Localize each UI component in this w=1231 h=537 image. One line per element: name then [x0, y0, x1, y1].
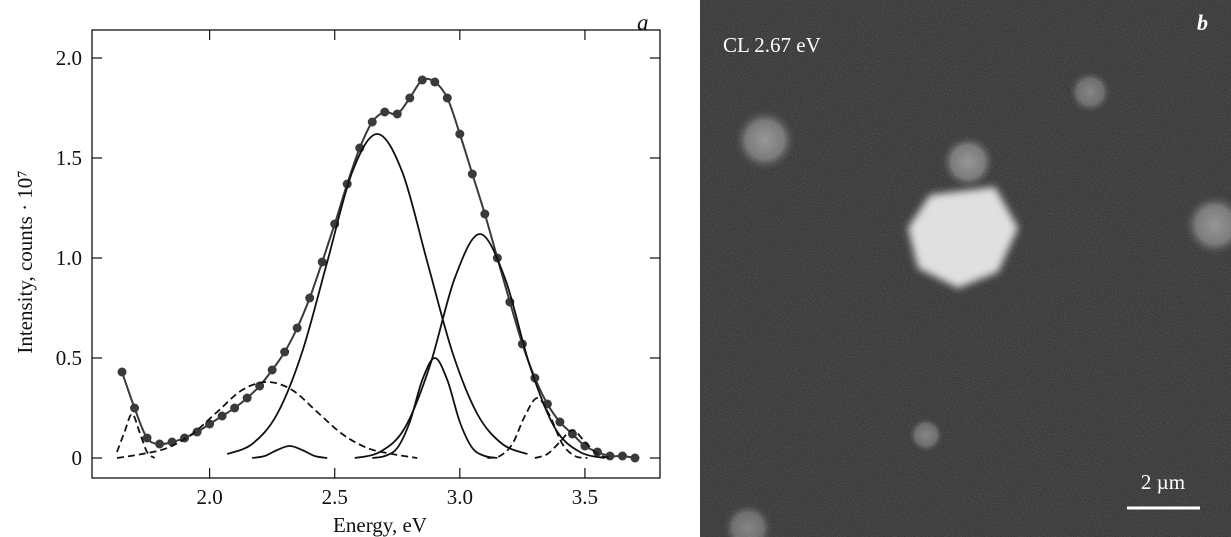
- data-point: [242, 393, 252, 403]
- data-point: [192, 427, 202, 437]
- series-line: [487, 397, 588, 459]
- series-line: [372, 357, 498, 459]
- series-line: [251, 445, 328, 459]
- data-point: [467, 169, 477, 179]
- data-point: [455, 129, 465, 139]
- data-point: [430, 77, 440, 87]
- data-point: [417, 75, 427, 85]
- series-line: [226, 133, 528, 455]
- cl-image: CL 2.67 eV b 2 µm: [700, 0, 1231, 537]
- data-point: [217, 411, 227, 421]
- data-point: [405, 93, 415, 103]
- data-point: [630, 453, 640, 463]
- y-tick-label: 2.0: [56, 46, 82, 70]
- data-point: [267, 365, 277, 375]
- data-point: [442, 93, 452, 103]
- x-tick-label: 2.0: [196, 485, 222, 509]
- series-line: [534, 429, 611, 459]
- data-point: [117, 367, 127, 377]
- y-tick-label: 0.5: [56, 346, 82, 370]
- panel-label: a: [637, 10, 649, 35]
- y-axis-label: Intensity, counts · 10⁷: [13, 170, 37, 353]
- series-line: [116, 413, 156, 459]
- data-point: [305, 293, 315, 303]
- y-tick-label: 1.0: [56, 246, 82, 270]
- scale-bar-label: 2 µm: [1141, 470, 1185, 494]
- data-point: [280, 347, 290, 357]
- y-tick-label: 1.5: [56, 146, 82, 170]
- x-tick-label: 3.5: [572, 485, 598, 509]
- plot-frame: [91, 29, 661, 479]
- series-line: [354, 233, 606, 459]
- data-point: [130, 403, 140, 413]
- data-point: [367, 117, 377, 127]
- data-point: [605, 451, 615, 461]
- data-point: [617, 451, 627, 461]
- data-point: [142, 433, 152, 443]
- data-point: [255, 381, 265, 391]
- image-noise: [700, 0, 1231, 537]
- data-point: [155, 439, 165, 449]
- data-point: [392, 109, 402, 119]
- data-point: [592, 447, 602, 457]
- y-tick-label: 0: [72, 446, 83, 470]
- panel-label: b: [1197, 10, 1208, 35]
- x-tick-label: 3.0: [447, 485, 473, 509]
- data-point: [230, 403, 240, 413]
- series-line: [121, 77, 636, 459]
- x-tick-label: 2.5: [322, 485, 348, 509]
- image-caption: CL 2.67 eV: [723, 33, 821, 57]
- x-axis-label: Energy, eV: [333, 513, 427, 537]
- data-point: [555, 417, 565, 427]
- data-point: [380, 107, 390, 117]
- data-point: [292, 323, 302, 333]
- data-point: [317, 257, 327, 267]
- data-point: [480, 209, 490, 219]
